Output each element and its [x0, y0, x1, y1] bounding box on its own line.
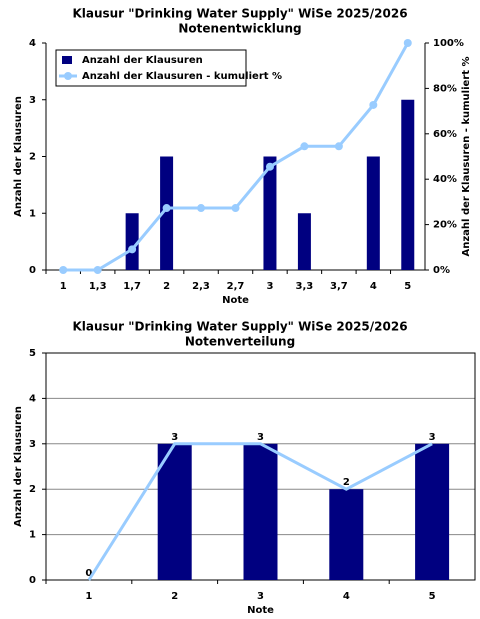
- y2-tick-label: 0%: [433, 265, 450, 276]
- bar: [125, 213, 139, 270]
- x-tick-label: 4: [343, 591, 350, 602]
- chart-subtitle: Notenverteilung: [185, 335, 295, 349]
- y-tick-label: 3: [29, 95, 36, 106]
- y2-tick-label: 40%: [433, 174, 457, 185]
- y-tick-label: 4: [29, 393, 36, 404]
- line-marker: [231, 204, 240, 213]
- bar: [366, 156, 380, 270]
- legend-swatch: [62, 56, 72, 64]
- chart: Klausur "Drinking Water Supply" WiSe 202…: [13, 7, 472, 307]
- y2-axis-label: Anzahl der Klausuren - kumuliert %: [461, 56, 472, 256]
- x-tick-label: 4: [370, 281, 377, 292]
- x-tick-label: 2: [171, 591, 178, 602]
- y-tick-label: 4: [29, 38, 36, 49]
- x-axis-label: Note: [247, 605, 274, 616]
- y-tick-label: 0: [29, 575, 36, 586]
- y-tick-label: 0: [29, 265, 36, 276]
- x-tick-label: 1: [85, 591, 92, 602]
- line-marker: [162, 204, 171, 213]
- line-marker: [334, 142, 343, 151]
- y2-tick-label: 100%: [433, 38, 464, 49]
- y-tick-label: 2: [29, 152, 36, 163]
- line-marker: [300, 142, 309, 151]
- data-label: 0: [85, 568, 92, 579]
- data-label: 3: [257, 432, 264, 443]
- bar: [401, 99, 415, 270]
- y2-tick-label: 60%: [433, 129, 457, 140]
- chart-subtitle: Notenentwicklung: [178, 22, 301, 36]
- x-tick-label: 2,7: [227, 281, 245, 292]
- data-label: 3: [171, 432, 178, 443]
- line-marker: [128, 245, 137, 254]
- y-tick-label: 1: [29, 208, 36, 219]
- chart-title: Klausur "Drinking Water Supply" WiSe 202…: [72, 320, 407, 334]
- bar: [415, 443, 450, 580]
- data-label: 2: [343, 477, 350, 488]
- x-tick-label: 3: [257, 591, 264, 602]
- line-marker: [369, 100, 378, 109]
- x-tick-label: 3,7: [330, 281, 348, 292]
- x-axis-label: Note: [222, 295, 249, 306]
- bar: [157, 443, 192, 580]
- y-axis-label: Anzahl der Klausuren: [13, 406, 24, 527]
- legend-box: [55, 49, 247, 87]
- legend-label: Anzahl der Klausuren: [82, 55, 203, 66]
- line-marker: [403, 39, 412, 47]
- bar: [297, 213, 311, 270]
- bar: [329, 489, 364, 580]
- bar: [243, 443, 278, 580]
- legend-marker: [64, 72, 72, 80]
- chart-title: Klausur "Drinking Water Supply" WiSe 202…: [72, 7, 407, 21]
- data-label: 3: [429, 432, 436, 443]
- y-tick-label: 3: [29, 439, 36, 450]
- x-tick-label: 5: [404, 281, 411, 292]
- x-tick-label: 2,3: [192, 281, 210, 292]
- x-tick-label: 1,3: [89, 281, 107, 292]
- y-axis-label: Anzahl der Klausuren: [13, 96, 24, 217]
- bar: [160, 156, 174, 270]
- line-marker: [93, 266, 102, 274]
- y2-tick-label: 20%: [433, 220, 457, 231]
- line: [87, 442, 433, 581]
- y2-tick-label: 80%: [433, 83, 457, 94]
- line-marker: [197, 204, 206, 213]
- x-tick-label: 3: [266, 281, 273, 292]
- bar: [263, 156, 277, 270]
- chart: Klausur "Drinking Water Supply" WiSe 202…: [13, 320, 476, 616]
- y-tick-label: 5: [29, 348, 36, 359]
- line-marker: [59, 266, 68, 274]
- line-marker: [265, 162, 274, 171]
- x-tick-label: 1: [60, 281, 67, 292]
- legend-label: Anzahl der Klausuren - kumuliert %: [82, 71, 282, 82]
- x-tick-label: 3,3: [296, 281, 314, 292]
- y-tick-label: 1: [29, 530, 36, 541]
- x-tick-label: 2: [163, 281, 170, 292]
- x-tick-label: 1,7: [123, 281, 141, 292]
- y-tick-label: 2: [29, 484, 36, 495]
- x-tick-label: 5: [429, 591, 436, 602]
